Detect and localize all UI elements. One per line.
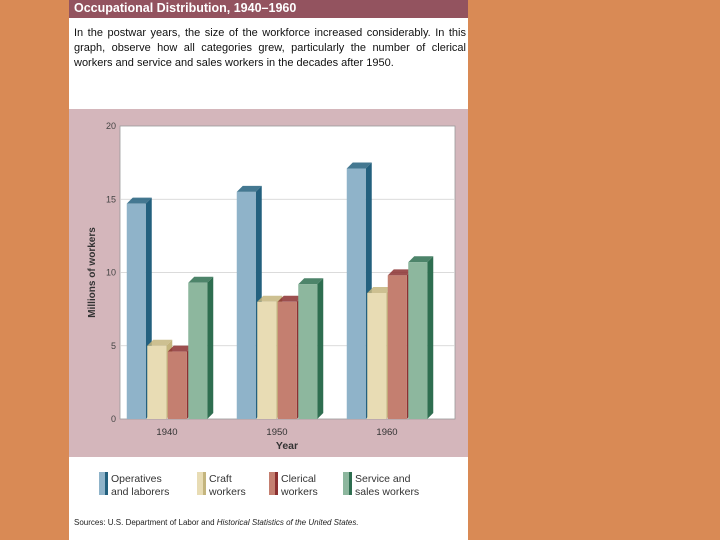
bar-top [167,345,193,352]
bar-top [126,197,152,204]
legend-label: Clerical workers [281,473,318,498]
bar [126,203,146,419]
title-bar: Occupational Distribution, 1940–1960 [69,0,468,18]
legend-swatch [99,472,105,495]
bar [346,168,366,419]
figure-caption: In the postwar years, the size of the wo… [74,27,466,69]
chart-title: Occupational Distribution, 1940–1960 [74,1,297,15]
bar-top [298,278,324,285]
bar [408,262,428,419]
bar-top [147,339,173,346]
bar-side [207,276,214,419]
bar-top [236,185,262,192]
bar [387,275,407,419]
bar-top [367,287,393,294]
bar [257,301,277,419]
bar-top [408,256,434,263]
x-tick-label: 1940 [156,427,177,438]
legend-label: Craft workers [209,473,246,498]
legend-swatch-side [349,472,352,495]
bar-side [427,256,434,419]
bar-top [277,295,303,302]
x-tick-label: 1960 [376,427,397,438]
legend-label: Operatives and laborers [111,473,170,498]
sources-title: Historical Statistics of the United Stat… [216,518,359,527]
bar-side [317,278,324,419]
y-tick-label: 15 [106,194,116,204]
y-axis-label: Millions of workers [87,227,98,318]
bar [298,284,318,419]
bar [277,301,297,419]
y-tick-label: 20 [106,121,116,131]
legend-swatch-side [203,472,206,495]
sources-prefix: Sources: U.S. Department of Labor and [74,518,217,527]
x-axis-label: Year [276,440,298,452]
legend-swatch [197,472,203,495]
bar-top [346,162,372,169]
y-tick-label: 5 [111,341,116,351]
y-tick-label: 10 [106,268,116,278]
bar-top [188,276,214,283]
bar [167,351,187,419]
bar-top [257,295,283,302]
x-tick-label: 1950 [266,427,287,438]
legend-label: Service and sales workers [355,473,420,498]
legend-swatch-side [275,472,278,495]
legend-swatch-side [105,472,108,495]
bar [147,345,167,419]
y-tick-label: 0 [111,414,116,424]
bar-chart: 0 5 10 15 20 Millions of workers 1940 1950 1960 Y… [87,121,456,452]
figure-card: Occupational Distribution, 1940–1960 In … [69,0,468,540]
bar [367,293,387,419]
bar-top [387,269,413,276]
bar [188,282,208,419]
legend: Operatives and laborers Craft workers Cler… [69,466,468,510]
chart-panel: 0 5 10 15 20 Millions of workers 1940 1950 1960 Y… [69,109,468,457]
sources-note: Sources: U.S. Department of Labor and Hi… [74,518,359,527]
legend-swatch [269,472,275,495]
bar [236,191,256,419]
legend-swatch [343,472,349,495]
